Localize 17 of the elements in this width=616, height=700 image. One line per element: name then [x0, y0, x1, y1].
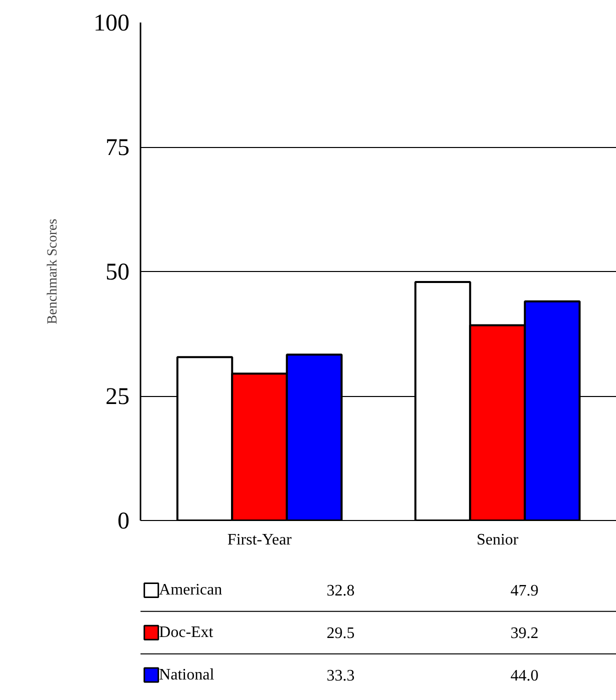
x-tick-label: Senior: [476, 532, 520, 548]
x-tick-label: First-Year: [227, 532, 292, 548]
data-label: 44.0: [510, 668, 539, 685]
legend-label: American: [159, 582, 222, 599]
y-axis-title: Benchmark Scores: [46, 218, 60, 324]
y-tick-label: 100: [94, 10, 130, 36]
y-tick-label: 75: [106, 135, 130, 161]
data-label: 39.2: [510, 625, 539, 642]
data-label: 32.8: [326, 582, 355, 600]
data-label: 47.9: [510, 582, 539, 600]
y-tick-label: 25: [106, 384, 130, 410]
y-tick-label: 50: [106, 260, 130, 286]
data-label: 29.5: [326, 625, 355, 642]
data-label: 33.3: [326, 668, 355, 685]
legend-label: Doc-Ext: [159, 624, 214, 642]
y-tick-label: 0: [118, 508, 130, 534]
legend-label: National: [159, 666, 215, 684]
